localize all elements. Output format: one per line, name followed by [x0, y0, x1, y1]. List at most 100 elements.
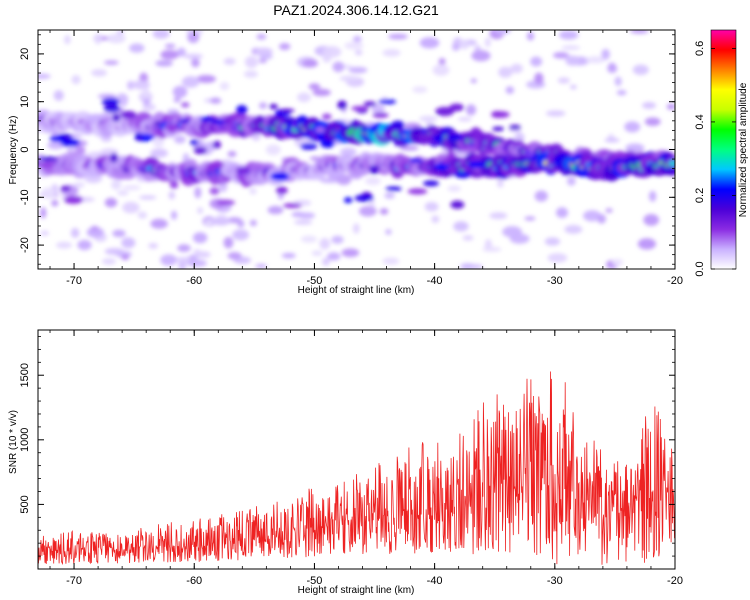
- x-tick-label: -60: [186, 275, 202, 287]
- spectral-blob: [424, 201, 439, 212]
- x-tick-label: -40: [427, 275, 443, 287]
- spectral-blob: [433, 163, 449, 171]
- spectral-blob: [605, 208, 613, 213]
- spectral-blob: [223, 236, 234, 249]
- y-tick-label: 20: [19, 48, 31, 60]
- spectral-blob: [315, 126, 325, 133]
- spectral-blob: [255, 263, 268, 269]
- spectral-blob: [432, 64, 450, 76]
- spectral-blob: [614, 76, 622, 87]
- spectral-blob: [193, 249, 201, 254]
- spectral-blob: [152, 30, 170, 39]
- spectral-blob: [139, 195, 157, 200]
- spectral-blob: [432, 134, 445, 143]
- spectral-blob: [183, 53, 204, 60]
- spectral-blob: [348, 66, 368, 74]
- spectral-blob: [604, 138, 620, 143]
- spectrogram-y-label: Frequency (Hz): [8, 116, 19, 185]
- x-tick-label: -20: [667, 575, 683, 587]
- spectral-blob: [449, 103, 464, 112]
- spectral-blob: [358, 205, 377, 217]
- spectral-blob: [112, 229, 126, 238]
- spectral-blob: [462, 235, 474, 241]
- spectral-blob: [160, 49, 179, 60]
- spectral-blob: [178, 118, 191, 123]
- spectral-blob: [64, 35, 71, 45]
- spectral-blob: [566, 176, 576, 186]
- spectral-blob: [137, 211, 148, 219]
- spectral-blob: [446, 151, 456, 159]
- spectral-blob: [60, 138, 80, 148]
- spectral-blob: [109, 152, 118, 163]
- y-tick-label: -20: [19, 237, 31, 253]
- spectral-blob: [195, 251, 211, 259]
- spectral-blob: [249, 187, 257, 195]
- spectral-blob: [570, 84, 577, 90]
- spectral-blob: [211, 217, 231, 226]
- spectral-blob: [269, 103, 278, 110]
- spectral-blob: [47, 141, 65, 150]
- spectral-blob: [235, 167, 250, 173]
- spectral-blob: [601, 48, 610, 60]
- spectral-blob: [491, 111, 510, 119]
- spectral-blob: [322, 257, 330, 266]
- spectral-blob: [172, 85, 188, 98]
- spectral-blob: [470, 127, 481, 135]
- spectral-blob: [73, 182, 85, 188]
- spectrogram-field: [38, 30, 675, 269]
- x-tick-label: -70: [66, 575, 82, 587]
- spectral-blob: [121, 254, 130, 261]
- spectral-blob: [192, 232, 208, 244]
- colorbar-tick-label: 0.6: [694, 41, 706, 56]
- colorbar: 0.0 0.2 0.4 0.6 Normalized spectral amplitu…: [694, 29, 749, 277]
- spectral-blob: [558, 30, 579, 40]
- spectral-blob: [668, 160, 675, 167]
- spectral-blob: [173, 96, 181, 103]
- spectral-blob: [382, 257, 400, 265]
- spectral-blob: [453, 221, 469, 232]
- spectral-blob: [545, 110, 566, 117]
- spectral-blob: [526, 31, 535, 41]
- spectral-blob: [583, 210, 602, 222]
- spectral-blob: [339, 147, 357, 157]
- spectral-blob: [196, 75, 216, 83]
- spectral-blob: [388, 33, 408, 40]
- spectrogram-x-label: Height of straight line (km): [298, 285, 415, 296]
- spectral-blob: [270, 172, 290, 181]
- spectral-blob: [38, 162, 55, 169]
- y-tick-label: -10: [19, 189, 31, 205]
- spectral-blob: [457, 117, 472, 122]
- spectral-blob: [484, 37, 491, 48]
- spectral-blob: [176, 47, 186, 57]
- spectral-blob: [194, 186, 202, 199]
- y-tick-label: 500: [19, 495, 31, 513]
- spectral-blob: [530, 56, 543, 67]
- spectral-blob: [502, 226, 523, 238]
- spectral-blob: [40, 230, 49, 236]
- spectral-blob: [300, 143, 318, 150]
- spectral-blob: [482, 246, 502, 252]
- spectral-blob: [632, 64, 649, 75]
- y-tick-label: 0: [19, 146, 31, 152]
- spectral-blob: [279, 108, 295, 113]
- spectral-blob: [497, 178, 504, 188]
- spectral-blob: [60, 185, 71, 192]
- spectral-blob: [447, 185, 461, 192]
- spectral-blob: [625, 143, 645, 153]
- spectral-blob: [489, 212, 508, 220]
- spectral-blob: [121, 237, 136, 249]
- x-tick-label: -40: [427, 575, 443, 587]
- spectral-blob: [256, 33, 267, 40]
- snr-frame: [37, 329, 676, 570]
- spectral-blob: [281, 252, 296, 259]
- spectral-blob: [524, 216, 536, 221]
- spectral-blob: [336, 174, 352, 186]
- spectral-blob: [267, 205, 284, 215]
- spectral-blob: [354, 49, 363, 56]
- spectral-blob: [643, 214, 660, 226]
- spectral-blob: [101, 258, 117, 265]
- spectral-blob: [400, 145, 419, 151]
- spectral-blob: [211, 119, 226, 125]
- spectral-blob: [101, 97, 120, 106]
- spectral-blob: [129, 43, 145, 53]
